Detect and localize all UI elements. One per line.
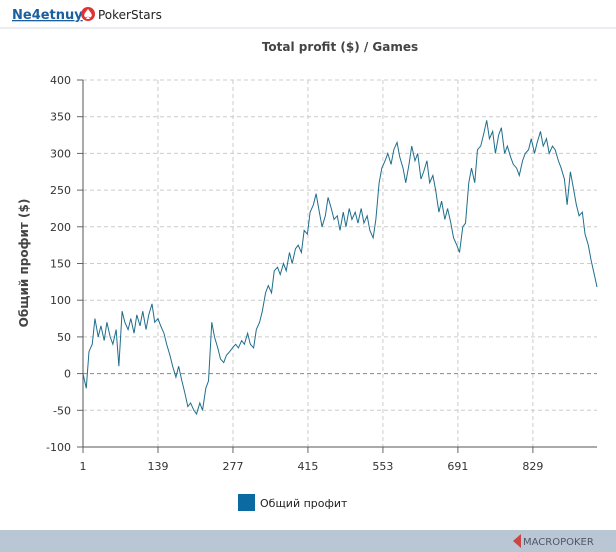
x-tick-label: 691: [447, 460, 468, 473]
y-tick-label: -50: [53, 404, 71, 417]
x-tick-label: 415: [297, 460, 318, 473]
y-tick-label: 0: [64, 368, 71, 381]
y-tick-label: 200: [50, 221, 71, 234]
footer-brand: MACROPOKER: [523, 537, 594, 548]
y-tick-label: 350: [50, 111, 71, 124]
x-tick-label: 1: [80, 460, 87, 473]
x-tick-label: 277: [222, 460, 243, 473]
y-tick-label: -100: [46, 441, 71, 454]
plot: -100 -50 0 50 100 150 200 250 300 350 400 1 139 277 41…: [46, 74, 598, 473]
legend-label: Общий профит: [260, 497, 348, 510]
legend-swatch: [238, 494, 255, 511]
y-tick-label: 300: [50, 147, 71, 160]
x-tick-label: 829: [522, 460, 543, 473]
y-axis-label: Общий профит ($): [17, 199, 31, 328]
profit-line: [82, 120, 598, 416]
y-tick-label: 50: [57, 331, 71, 344]
footer-bar: [0, 530, 616, 552]
spade-icon: [81, 7, 95, 21]
x-tick-label: 553: [372, 460, 393, 473]
chart-title: Total profit ($) / Games: [262, 40, 418, 54]
x-tick-label: 139: [147, 460, 168, 473]
y-tick-label: 100: [50, 294, 71, 307]
brand-icon: [513, 534, 521, 548]
y-tick-label: 150: [50, 258, 71, 271]
y-tick-label: 250: [50, 184, 71, 197]
y-tick-label: 400: [50, 74, 71, 87]
site-name: PokerStars: [98, 8, 162, 22]
user-link[interactable]: Ne4etnuy: [12, 8, 83, 23]
